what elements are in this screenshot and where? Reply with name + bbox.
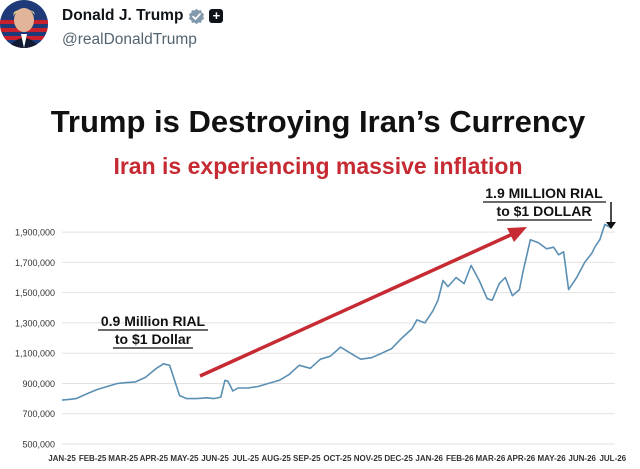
annotation-high-line1: 1.9 MILLION RIAL: [485, 185, 603, 201]
trend-arrow-head: [507, 227, 527, 242]
grid-lines: [62, 231, 615, 445]
x-tick-label: MAY-26: [538, 454, 567, 463]
x-tick-label: MAR-26: [476, 454, 506, 463]
trend-arrow: [199, 227, 527, 378]
x-tick-label: JUL-26: [599, 454, 626, 463]
x-tick-label: FEB-25: [79, 454, 107, 463]
chart-svg: Trump is Destroying Iran’s Currency Iran…: [15, 104, 627, 463]
chart-image: Trump is Destroying Iran’s Currency Iran…: [0, 62, 640, 464]
x-tick-label: DEC-25: [384, 454, 413, 463]
y-tick-label: 1,900,000: [15, 228, 55, 238]
y-tick-label: 1,500,000: [15, 288, 55, 298]
x-tick-label: JUL-25: [232, 454, 259, 463]
y-tick-label: 500,000: [22, 440, 55, 450]
y-tick-label: 1,700,000: [15, 258, 55, 268]
post-header: Donald J. Trump + @realDonaldTrump: [0, 0, 640, 62]
y-tick-label: 900,000: [22, 379, 55, 389]
verified-badge-icon: [189, 8, 205, 24]
annotation-high: 1.9 MILLION RIAL to $1 DOLLAR: [483, 185, 616, 229]
x-tick-label: OCT-25: [323, 454, 352, 463]
y-tick-label: 1,300,000: [15, 318, 55, 328]
x-tick-label: AUG-25: [262, 454, 292, 463]
y-tick-label: 1,100,000: [15, 349, 55, 359]
x-axis-tick-labels: JAN-25 FEB-25 MAR-25 APR-25 MAY-25 JUN-25 JUL-…: [48, 454, 626, 463]
x-tick-label: JAN-25: [48, 454, 76, 463]
name-row: Donald J. Trump +: [62, 5, 224, 27]
annotation-high-line2: to $1 DOLLAR: [497, 203, 592, 219]
x-tick-label: FEB-26: [446, 454, 474, 463]
y-axis-tick-labels: 500,000 700,000 900,000 1,100,000 1,300,000 1…: [15, 228, 55, 450]
annotation-low-line1: 0.9 Million RIAL: [101, 313, 206, 329]
avatar[interactable]: [0, 0, 48, 48]
annotation-high-pointer-head: [606, 222, 616, 229]
x-tick-label: JAN-26: [415, 454, 443, 463]
x-tick-label: APR-25: [140, 454, 169, 463]
chart-subtitle: Iran is experiencing massive inflation: [113, 153, 522, 179]
series-line: [61, 223, 612, 401]
x-tick-label: NOV-25: [354, 454, 383, 463]
x-tick-label: JUN-26: [568, 454, 596, 463]
series-line-group: [61, 223, 612, 401]
x-tick-label: APR-26: [507, 454, 536, 463]
x-tick-label: JUN-25: [201, 454, 229, 463]
x-tick-label: MAR-25: [108, 454, 138, 463]
x-tick-label: SEP-25: [293, 454, 321, 463]
chart-title: Trump is Destroying Iran’s Currency: [51, 104, 586, 139]
trend-arrow-shaft: [199, 231, 516, 378]
affiliate-plus-icon: +: [209, 9, 224, 23]
user-handle[interactable]: @realDonaldTrump: [62, 31, 197, 48]
annotation-low: 0.9 Million RIAL to $1 Dollar: [98, 313, 208, 349]
display-name[interactable]: Donald J. Trump: [62, 7, 184, 24]
x-tick-label: MAY-25: [170, 454, 199, 463]
annotation-low-line2: to $1 Dollar: [115, 331, 192, 347]
avatar-image: [0, 0, 48, 48]
y-tick-label: 700,000: [22, 409, 55, 419]
